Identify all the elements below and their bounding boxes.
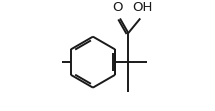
Text: O: O [112,1,123,14]
Text: OH: OH [132,1,152,14]
